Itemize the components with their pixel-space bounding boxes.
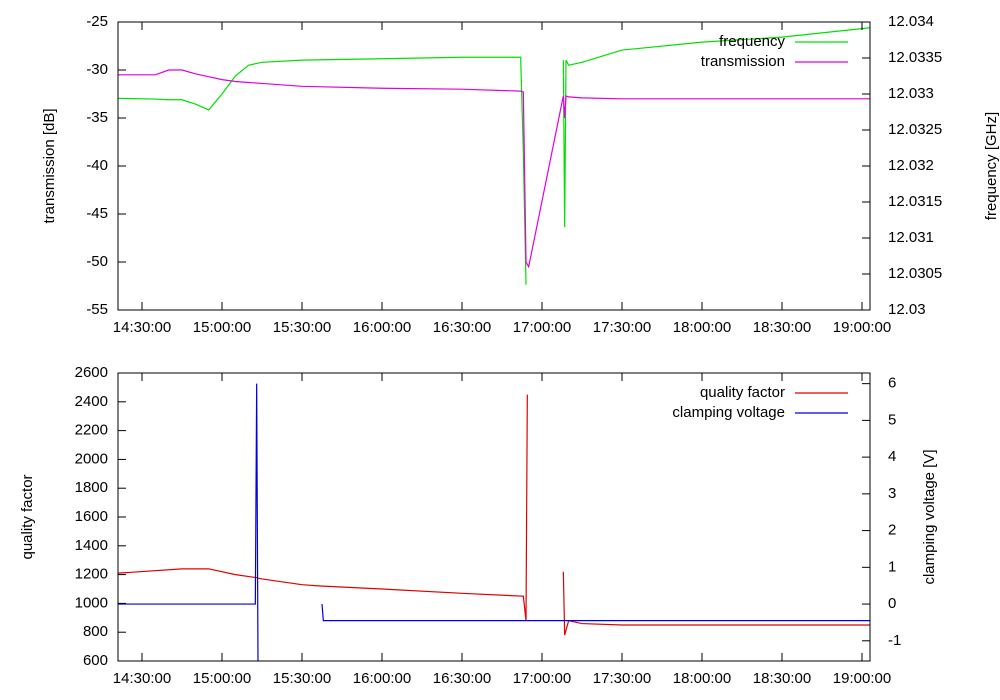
data-line [118, 27, 870, 285]
y-tick-label: 2600 [75, 364, 108, 381]
y-tick-label: 1600 [75, 508, 108, 525]
y2-tick-label: 0 [888, 595, 896, 612]
y2-tick-label: 1 [888, 558, 896, 575]
y2-tick-label: 12.0335 [888, 49, 942, 66]
legend-label: quality factor [700, 384, 785, 401]
x-tick-label: 16:30:00 [433, 319, 491, 336]
legend-label: transmission [701, 53, 785, 70]
x-tick-label: 18:00:00 [673, 670, 731, 687]
x-tick-label: 15:00:00 [193, 319, 251, 336]
y-tick-label: 1400 [75, 537, 108, 554]
y-tick-label: 2000 [75, 450, 108, 467]
y-tick-label: -50 [86, 253, 108, 270]
x-tick-label: 16:00:00 [353, 670, 411, 687]
y-tick-label: -35 [86, 109, 108, 126]
y2-tick-label: 2 [888, 522, 896, 539]
x-tick-label: 19:00:00 [833, 319, 891, 336]
data-line [118, 69, 870, 269]
y2-axis-label: clamping voltage [V] [921, 449, 938, 584]
y2-tick-label: 12.031 [888, 229, 934, 246]
x-tick-label: 17:00:00 [513, 319, 571, 336]
x-tick-label: 17:30:00 [593, 319, 651, 336]
x-tick-label: 14:30:00 [113, 319, 171, 336]
x-tick-label: 18:00:00 [673, 319, 731, 336]
x-tick-label: 15:30:00 [273, 670, 331, 687]
y2-tick-label: 12.032 [888, 157, 934, 174]
y-tick-label: 2400 [75, 393, 108, 410]
y-tick-label: 1200 [75, 566, 108, 583]
x-tick-label: 16:00:00 [353, 319, 411, 336]
legend-label: frequency [719, 33, 785, 50]
y2-axis-label: frequency [GHz] [983, 112, 1000, 220]
x-tick-label: 15:00:00 [193, 670, 251, 687]
y2-tick-label: 3 [888, 485, 896, 502]
y2-tick-label: 12.0325 [888, 121, 942, 138]
y-tick-label: -40 [86, 157, 108, 174]
legend-label: clamping voltage [672, 404, 785, 421]
x-tick-label: 15:30:00 [273, 319, 331, 336]
x-tick-label: 14:30:00 [113, 670, 171, 687]
x-tick-label: 18:30:00 [753, 319, 811, 336]
y2-tick-label: 12.0315 [888, 193, 942, 210]
y-tick-label: -25 [86, 13, 108, 30]
y-tick-label: 600 [83, 652, 108, 669]
y2-tick-label: 12.0305 [888, 265, 942, 282]
y2-tick-label: 12.03 [888, 301, 926, 318]
y2-tick-label: 5 [888, 411, 896, 428]
y-tick-label: 2200 [75, 422, 108, 439]
x-tick-label: 16:30:00 [433, 670, 491, 687]
x-tick-label: 17:30:00 [593, 670, 651, 687]
y2-tick-label: -1 [888, 632, 901, 649]
y2-tick-label: 12.033 [888, 85, 934, 102]
y-tick-label: -30 [86, 61, 108, 78]
y-tick-label: 1000 [75, 594, 108, 611]
x-tick-label: 19:00:00 [833, 670, 891, 687]
y2-tick-label: 4 [888, 448, 896, 465]
y-tick-label: 1800 [75, 479, 108, 496]
x-tick-label: 17:00:00 [513, 670, 571, 687]
y-tick-label: -45 [86, 205, 108, 222]
data-line [118, 383, 870, 661]
x-tick-label: 18:30:00 [753, 670, 811, 687]
y-axis-label: quality factor [19, 474, 36, 559]
y-axis-label: transmission [dB] [41, 108, 58, 223]
y-tick-label: -55 [86, 301, 108, 318]
y2-tick-label: 6 [888, 375, 896, 392]
y-tick-label: 800 [83, 623, 108, 640]
y2-tick-label: 12.034 [888, 13, 934, 30]
data-line [118, 394, 870, 636]
